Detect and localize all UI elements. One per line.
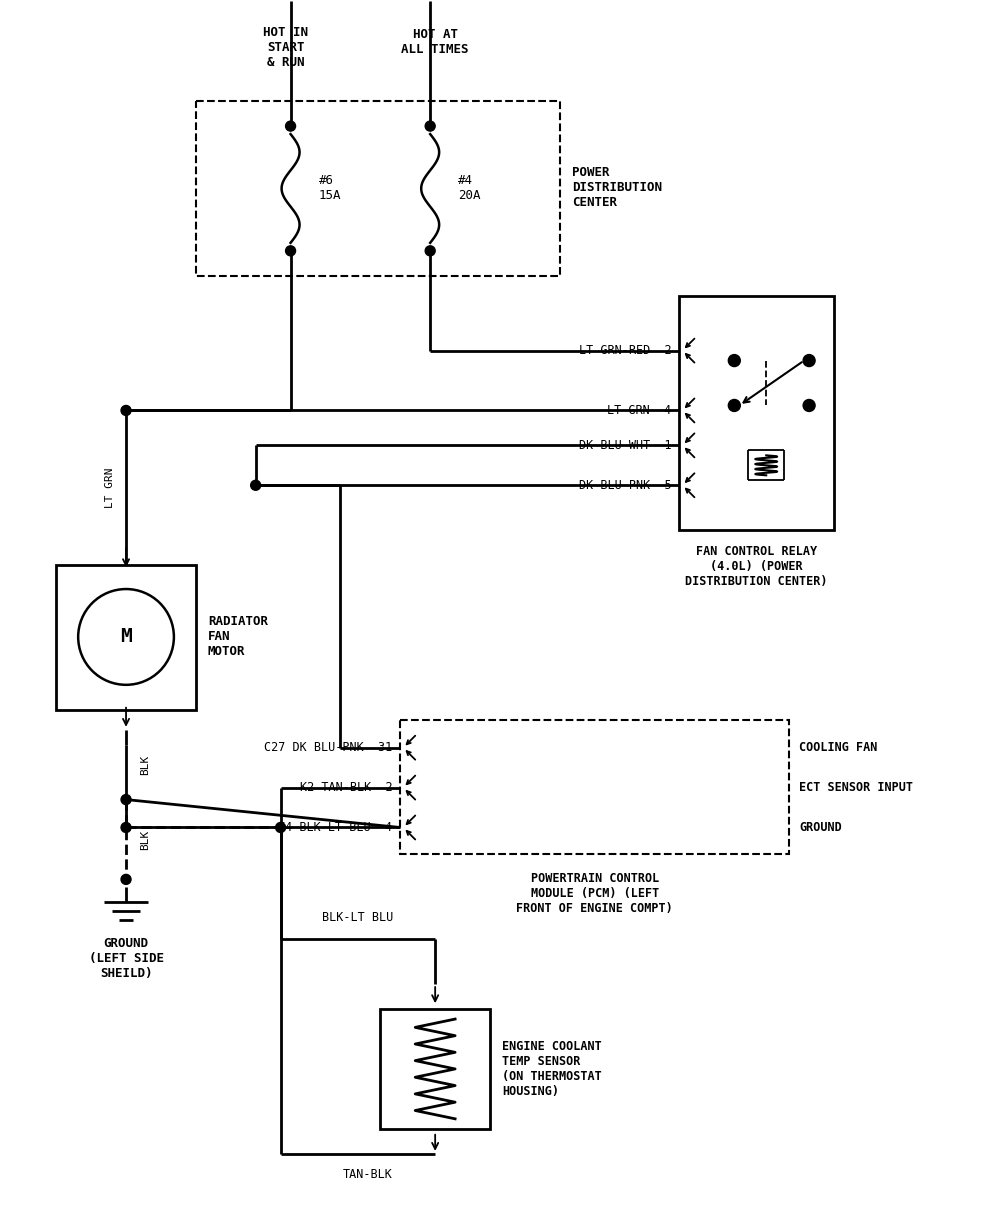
- Circle shape: [728, 400, 741, 411]
- Circle shape: [121, 822, 131, 833]
- Circle shape: [728, 355, 741, 366]
- Text: GROUND
(LEFT SIDE
SHEILD): GROUND (LEFT SIDE SHEILD): [89, 938, 164, 980]
- Text: RADIATOR
FAN
MOTOR: RADIATOR FAN MOTOR: [208, 615, 268, 658]
- Text: DK BLU-PNK  5: DK BLU-PNK 5: [579, 479, 672, 491]
- Text: BLK: BLK: [140, 829, 150, 850]
- Circle shape: [426, 122, 435, 131]
- Bar: [680, 295, 834, 530]
- Text: BLK: BLK: [140, 754, 150, 775]
- Text: DK BLU-WHT  1: DK BLU-WHT 1: [579, 439, 672, 452]
- Text: TAN-BLK: TAN-BLK: [343, 1167, 392, 1181]
- Bar: [56, 565, 196, 710]
- Circle shape: [251, 480, 261, 490]
- Text: M: M: [120, 627, 132, 647]
- Text: POWER
DISTRIBUTION
CENTER: POWER DISTRIBUTION CENTER: [571, 167, 662, 209]
- Text: BLK-LT BLU: BLK-LT BLU: [322, 911, 393, 924]
- Text: GROUND: GROUND: [799, 821, 842, 834]
- Text: FAN CONTROL RELAY
(4.0L) (POWER
DISTRIBUTION CENTER): FAN CONTROL RELAY (4.0L) (POWER DISTRIBU…: [685, 545, 827, 589]
- Text: LT GRN  4: LT GRN 4: [608, 404, 672, 417]
- Text: K2 TAN-BLK  2: K2 TAN-BLK 2: [299, 781, 392, 794]
- Circle shape: [121, 794, 131, 805]
- Text: ENGINE COOLANT
TEMP SENSOR
(ON THERMOSTAT
HOUSING): ENGINE COOLANT TEMP SENSOR (ON THERMOSTA…: [502, 1040, 602, 1098]
- Text: #6
15A: #6 15A: [318, 174, 341, 202]
- Circle shape: [803, 355, 816, 366]
- Text: K4 BLK-LT BLU  4: K4 BLK-LT BLU 4: [279, 821, 392, 834]
- Text: POWERTRAIN CONTROL
MODULE (PCM) (LEFT
FRONT OF ENGINE COMPT): POWERTRAIN CONTROL MODULE (PCM) (LEFT FR…: [516, 872, 673, 916]
- Text: LT GRN-RED  2: LT GRN-RED 2: [579, 344, 672, 358]
- Circle shape: [121, 874, 131, 884]
- Text: LT GRN: LT GRN: [105, 467, 115, 507]
- Text: C27 DK BLU-PNK  31: C27 DK BLU-PNK 31: [264, 742, 392, 754]
- Circle shape: [121, 405, 131, 416]
- Text: HOT AT
ALL TIMES: HOT AT ALL TIMES: [402, 28, 469, 56]
- Bar: [196, 101, 559, 276]
- Circle shape: [276, 822, 286, 833]
- Circle shape: [286, 246, 296, 255]
- Text: ECT SENSOR INPUT: ECT SENSOR INPUT: [799, 781, 913, 794]
- Circle shape: [803, 400, 816, 411]
- Text: COOLING FAN: COOLING FAN: [799, 742, 878, 754]
- Text: #4
20A: #4 20A: [458, 174, 481, 202]
- Text: HOT IN
START
& RUN: HOT IN START & RUN: [263, 27, 308, 69]
- Bar: [380, 1009, 490, 1128]
- Circle shape: [286, 122, 296, 131]
- Circle shape: [426, 246, 435, 255]
- Bar: [400, 720, 789, 855]
